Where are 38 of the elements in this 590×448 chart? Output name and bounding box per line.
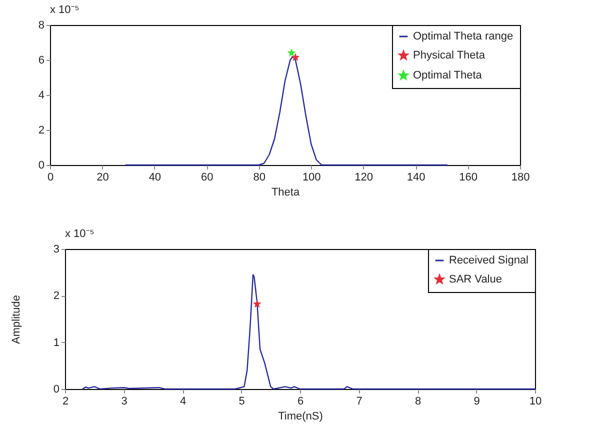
y-axis-title: Amplitude <box>10 295 22 344</box>
x-tick-label: 20 <box>96 172 109 184</box>
x-tick-label: 4 <box>180 396 186 408</box>
x-tick-label: 5 <box>238 396 245 408</box>
y-tick-label: 2 <box>38 124 44 136</box>
legend-label: Physical Theta <box>413 50 486 62</box>
text: x 10⁻⁵ <box>65 228 94 240</box>
x-tick-label: 80 <box>253 172 266 184</box>
x-tick-label: 3 <box>121 396 128 408</box>
y-tick-label: 2 <box>53 290 60 302</box>
y-tick-label: 0 <box>53 384 60 396</box>
x-tick-label: 10 <box>529 396 542 408</box>
x-tick-label: 60 <box>201 172 214 184</box>
text: x 10⁻⁵ <box>50 4 80 16</box>
x-tick-label: 100 <box>302 172 321 184</box>
y-tick-label: 0 <box>38 160 44 172</box>
x-tick-label: 8 <box>414 396 422 408</box>
legend-label: Received Signal <box>449 254 528 266</box>
y-tick-label: 1 <box>53 336 60 349</box>
x-tick-label: 40 <box>148 172 162 184</box>
legend-label: SAR Value <box>449 274 502 286</box>
y-tick-label: 8 <box>38 20 44 32</box>
x-tick-label: 9 <box>474 396 480 408</box>
line-series <box>82 274 536 390</box>
y-tick-label: 6 <box>38 54 44 66</box>
x-tick-label: 160 <box>459 172 478 184</box>
x-tick-label: 120 <box>354 172 374 184</box>
x-tick-label: 7 <box>356 396 362 408</box>
y-tick-label: 4 <box>38 90 44 102</box>
legend-label: Optimal Theta range <box>413 30 514 42</box>
x-axis-title: Theta <box>271 186 300 198</box>
x-tick-label: 180 <box>511 172 530 184</box>
x-tick-label: 2 <box>62 396 69 408</box>
y-tick-label: 3 <box>53 244 60 256</box>
x-tick-label: 140 <box>406 172 426 184</box>
x-tick-label: 6 <box>297 396 304 408</box>
legend-label: Optimal Theta <box>413 70 483 82</box>
x-axis-title: Time(nS) <box>278 410 323 422</box>
